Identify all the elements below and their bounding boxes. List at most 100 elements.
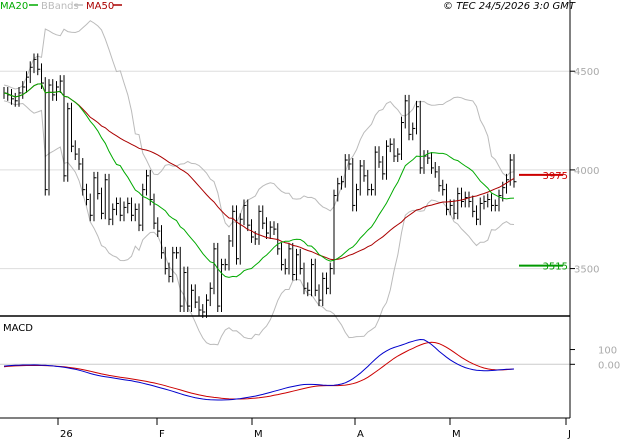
price-bar bbox=[78, 148, 82, 170]
price-bar bbox=[266, 217, 269, 239]
price-bar bbox=[416, 100, 419, 135]
price-bar bbox=[262, 205, 266, 230]
price-bar bbox=[112, 203, 116, 226]
price-bar bbox=[97, 171, 101, 200]
price-bar bbox=[352, 158, 356, 212]
price-bar bbox=[299, 248, 303, 275]
price-bar bbox=[472, 195, 476, 218]
price-bar bbox=[134, 203, 138, 222]
legend-bbands: BBands bbox=[41, 1, 79, 12]
price-bar bbox=[378, 146, 382, 168]
price-bar bbox=[168, 262, 172, 283]
price-bar bbox=[412, 122, 416, 141]
price-bar bbox=[457, 187, 461, 220]
price-bar bbox=[22, 81, 26, 99]
price-bar bbox=[468, 191, 472, 208]
price-bar bbox=[82, 158, 86, 196]
price-bar bbox=[367, 169, 371, 196]
legend-ma20: MA20 bbox=[0, 1, 28, 12]
price-bars bbox=[3, 53, 517, 318]
price-bar bbox=[491, 193, 494, 212]
price-bar bbox=[393, 138, 397, 162]
price-bar bbox=[146, 169, 149, 196]
price-bar bbox=[449, 199, 453, 216]
price-bar bbox=[386, 140, 389, 180]
price-bar bbox=[356, 183, 359, 212]
price-bar bbox=[239, 213, 243, 265]
x-tick-label: F bbox=[159, 429, 165, 440]
macd-y-tick-label: 100 bbox=[598, 346, 617, 357]
price-bar bbox=[63, 75, 67, 182]
price-bar bbox=[359, 160, 363, 196]
price-bar bbox=[389, 138, 393, 153]
price-bar bbox=[303, 262, 307, 295]
resistance-level: 3975 bbox=[519, 171, 568, 182]
price-bar bbox=[59, 75, 63, 93]
price-bar bbox=[142, 183, 146, 232]
price-y-tick-label: 4000 bbox=[574, 166, 599, 177]
price-bar bbox=[52, 79, 56, 101]
price-bar bbox=[438, 165, 442, 192]
price-bar bbox=[11, 88, 14, 105]
price-bar bbox=[48, 79, 52, 196]
price-y-axis: 3500 4000 4500 bbox=[570, 67, 599, 276]
price-bar bbox=[273, 221, 277, 236]
price-bar bbox=[108, 173, 112, 226]
price-bar bbox=[71, 102, 74, 153]
price-bar bbox=[131, 197, 134, 222]
price-bar bbox=[434, 162, 438, 178]
price-bar bbox=[217, 242, 221, 312]
price-bar bbox=[194, 284, 198, 309]
macd-title: MACD bbox=[3, 323, 33, 334]
price-bar bbox=[14, 92, 18, 107]
price-bar bbox=[123, 201, 127, 222]
ma50-line bbox=[3, 83, 515, 261]
price-bar bbox=[341, 175, 344, 190]
legend-ma50: MA50 bbox=[86, 1, 114, 12]
price-bar bbox=[37, 53, 41, 76]
price-bar bbox=[213, 242, 217, 295]
price-bar bbox=[149, 169, 153, 206]
x-axis: 26 F M A M J bbox=[57, 418, 571, 440]
bbands-lower-line bbox=[3, 100, 515, 346]
price-bar bbox=[247, 199, 251, 232]
price-bar bbox=[307, 282, 311, 297]
price-bar bbox=[127, 197, 131, 214]
price-bar bbox=[153, 193, 157, 230]
price-bar bbox=[44, 77, 48, 196]
price-bar bbox=[329, 262, 333, 295]
price-bar bbox=[326, 272, 329, 295]
x-tick-label: J bbox=[567, 429, 571, 440]
price-bar bbox=[311, 258, 314, 297]
price-bar bbox=[476, 205, 479, 226]
macd-line bbox=[3, 338, 515, 401]
support-level: 3515 bbox=[519, 262, 568, 273]
price-bar bbox=[371, 183, 374, 196]
price-bar bbox=[74, 140, 78, 161]
price-bar bbox=[18, 87, 22, 107]
price-bar bbox=[284, 258, 288, 275]
price-bar bbox=[483, 195, 487, 210]
price-bar bbox=[277, 223, 281, 255]
x-tick-label: M bbox=[254, 429, 263, 440]
price-bar bbox=[442, 179, 446, 196]
price-gridlines bbox=[0, 70, 570, 270]
price-bar bbox=[198, 296, 202, 316]
price-bar bbox=[209, 282, 213, 307]
price-bar bbox=[292, 242, 296, 281]
price-bar bbox=[453, 199, 457, 220]
legend: MA20 BBands MA50 bbox=[0, 1, 122, 12]
x-tick-label: M bbox=[452, 429, 461, 440]
price-bar bbox=[397, 148, 401, 162]
price-bar bbox=[172, 246, 176, 283]
price-bar bbox=[337, 177, 341, 202]
price-bar bbox=[206, 294, 209, 318]
ma20-line bbox=[3, 83, 515, 278]
price-bar bbox=[56, 81, 59, 101]
price-bar bbox=[281, 242, 284, 271]
copyright: © TEC 24/5/2026 3:0 GMT bbox=[443, 1, 576, 12]
price-bar bbox=[236, 205, 239, 265]
price-bar bbox=[33, 53, 37, 74]
price-bar bbox=[93, 171, 97, 222]
price-bar bbox=[382, 156, 386, 180]
